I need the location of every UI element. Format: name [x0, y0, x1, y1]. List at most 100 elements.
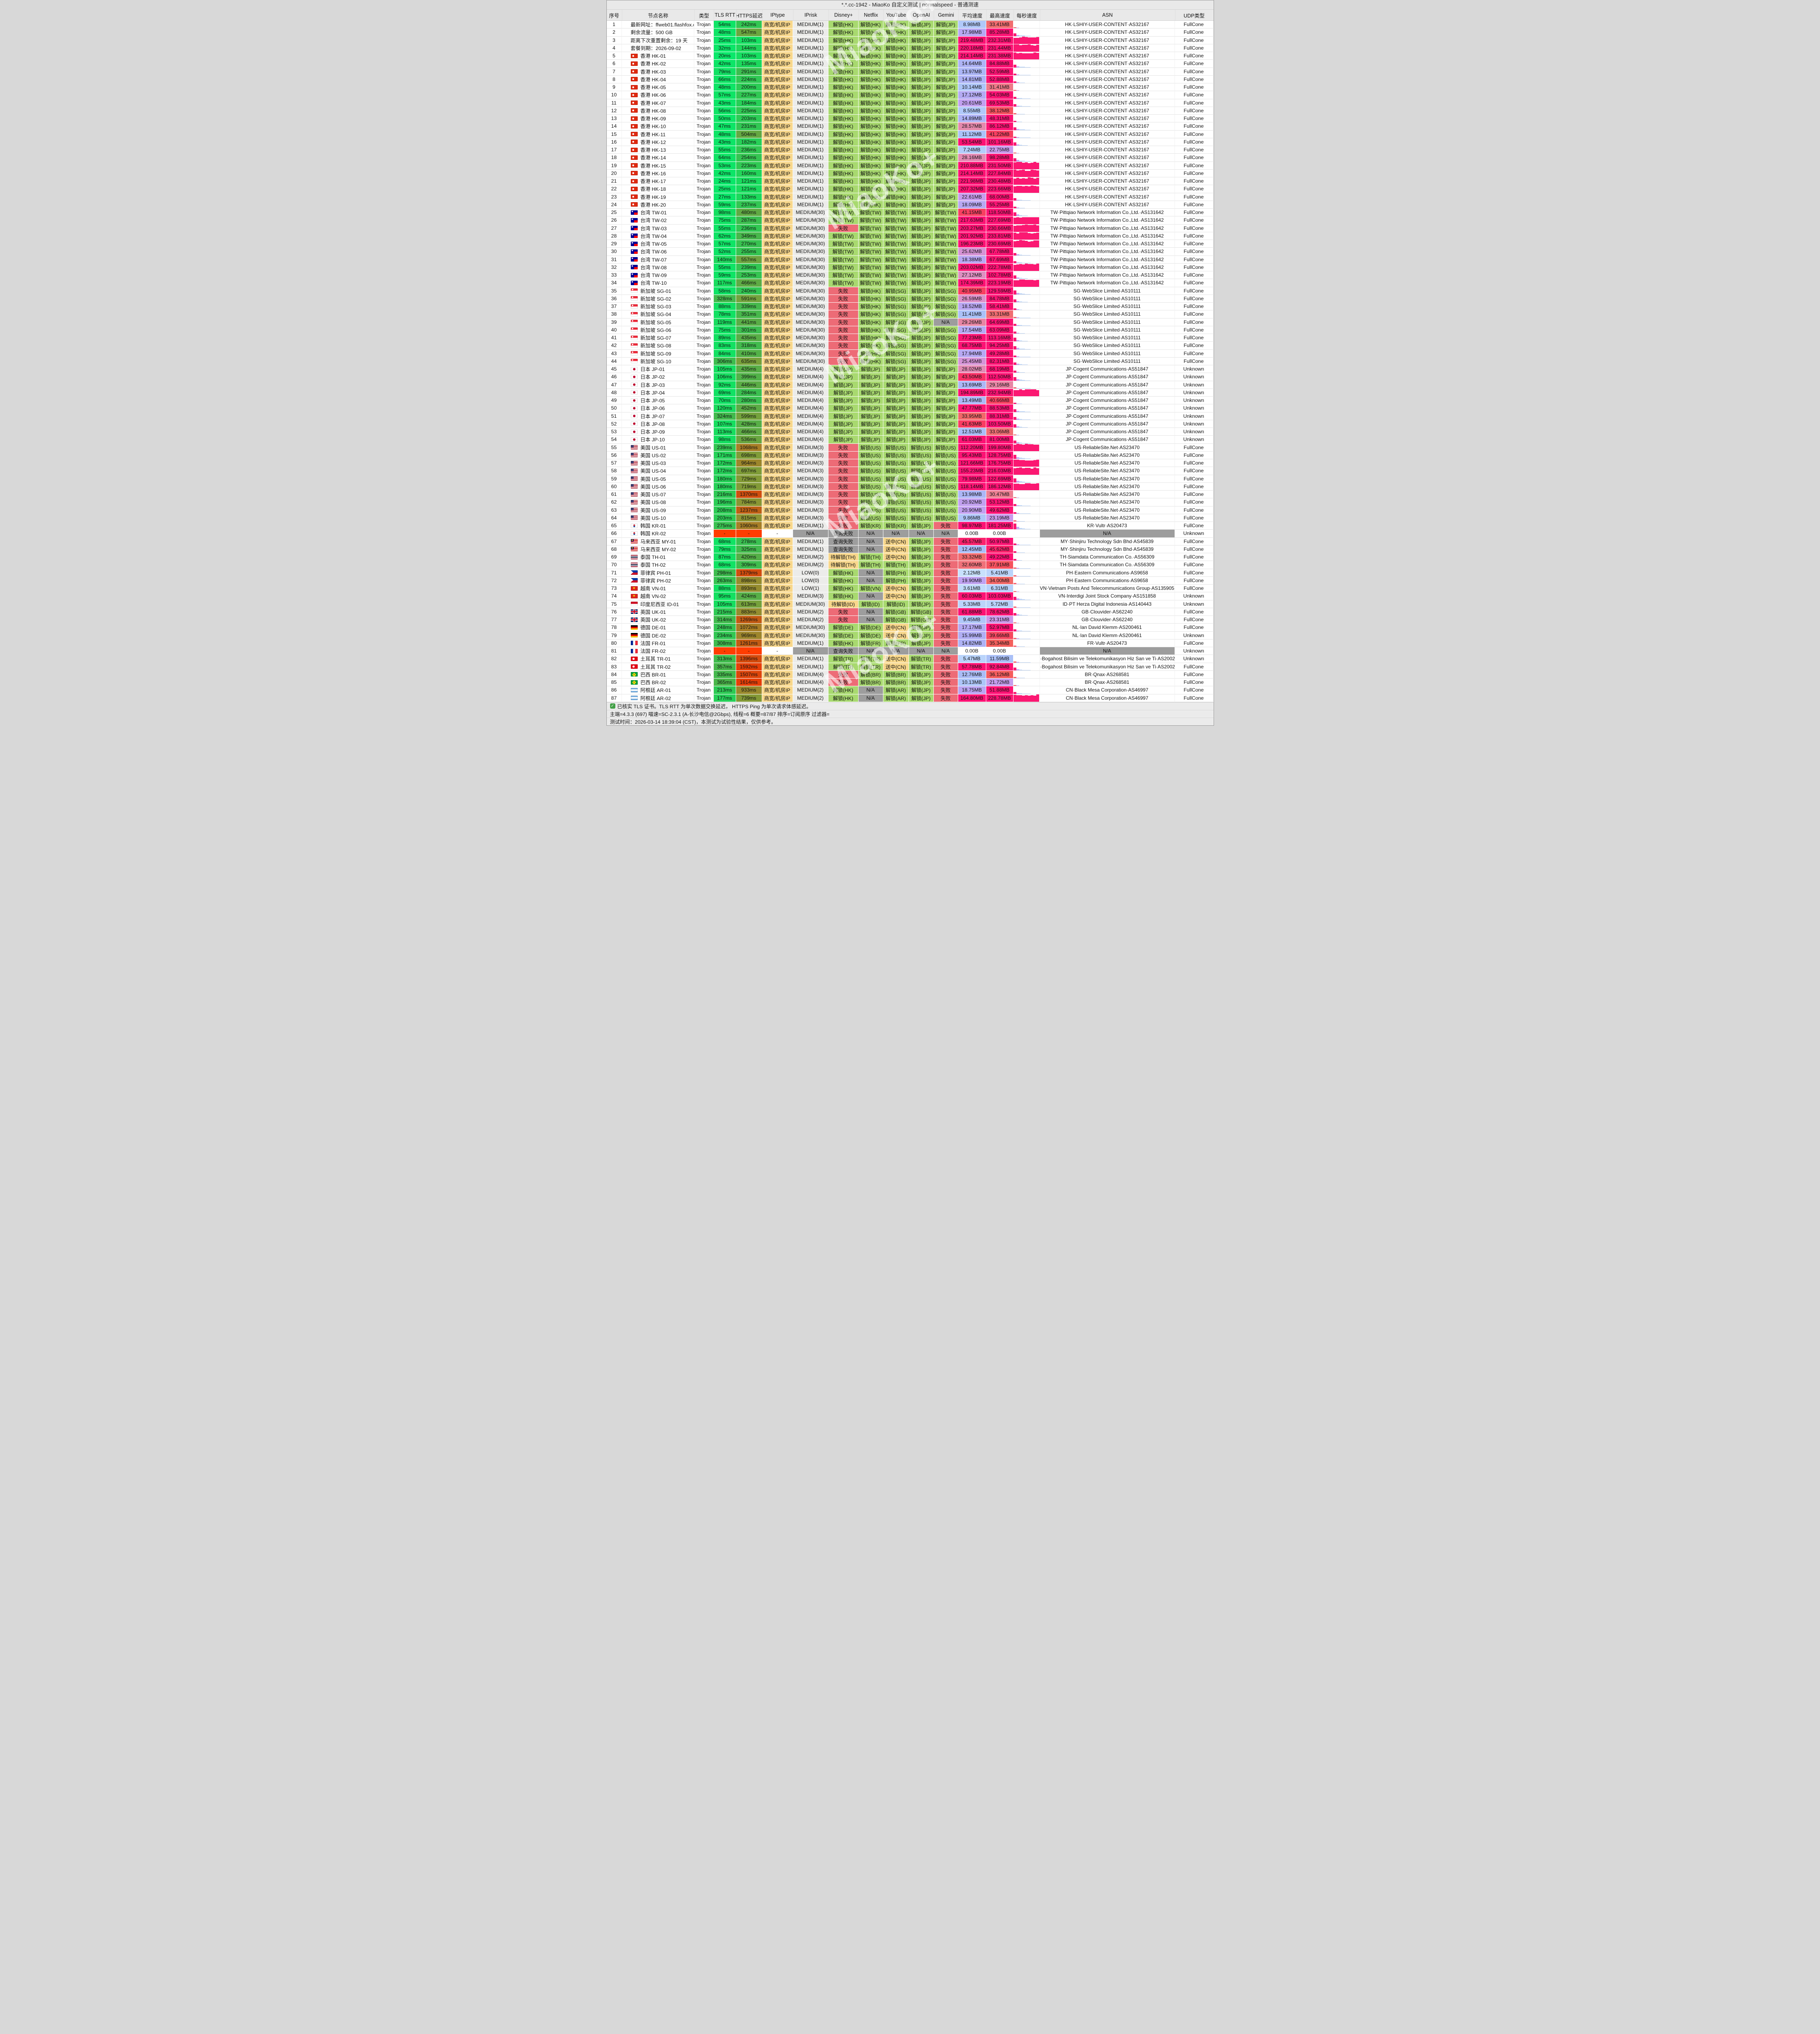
- avg-speed-cell: 12.76MB: [958, 670, 986, 679]
- iprisk-cell: MEDIUM(3): [793, 498, 828, 506]
- netflix-status-cell: 解锁(HK): [858, 99, 883, 107]
- gemini-status-cell: 解锁(JP): [933, 52, 958, 60]
- https-delay-cell: 121ms: [736, 185, 762, 193]
- gemini-status-cell: 失败: [933, 585, 958, 593]
- flag-my-icon: [630, 539, 638, 544]
- udp-type-cell: FullCone: [1175, 310, 1213, 319]
- max-speed-cell: 98.28MB: [986, 154, 1014, 162]
- sparkline-bars: [1013, 365, 1040, 373]
- sparkline-bars: [1013, 592, 1040, 600]
- avg-speed-cell: 17.98MB: [958, 28, 986, 37]
- https-delay-cell: 784ms: [736, 498, 762, 506]
- asn-cell: HK·LSHIY-USER-CONTENT·AS32167: [1040, 177, 1175, 186]
- disney-status-cell: 解锁(TW): [828, 240, 859, 248]
- sparkline-bars: [1013, 397, 1040, 404]
- iprisk-cell: MEDIUM(2): [793, 694, 828, 702]
- protocol-type: Trojan: [694, 146, 714, 154]
- https-delay-cell: 1379ms: [736, 569, 762, 577]
- avg-speed-cell: 7.24MB: [958, 146, 986, 154]
- openai-status-cell: 解锁(JP): [909, 624, 934, 632]
- row-index: 63: [606, 506, 622, 514]
- openai-status-cell: 解锁(JP): [909, 279, 934, 287]
- table-row: 49 日本 JP-05 Trojan 70ms 280ms 商宽/机房IP MEDIUM(4…: [606, 397, 1214, 405]
- iprisk-cell: MEDIUM(30): [793, 209, 828, 217]
- avg-speed-cell: 41.15MB: [958, 209, 986, 217]
- flag-fr-icon: [630, 648, 638, 653]
- avg-speed-cell: 203.02MB: [958, 263, 986, 271]
- tls-rtt-cell: 70ms: [713, 397, 736, 405]
- iptype-cell: 商宽/机房IP: [762, 107, 793, 115]
- disney-status-cell: 失败: [828, 287, 859, 295]
- openai-status-cell: 解锁(JP): [909, 209, 934, 217]
- avg-speed-cell: 14.81MB: [958, 75, 986, 83]
- https-delay-cell: 1592ms: [736, 663, 762, 671]
- per-second-speed-sparkline: [1013, 44, 1040, 52]
- asn-cell: HK·LSHIY-USER-CONTENT·AS32167: [1040, 60, 1175, 68]
- node-name-text: 香港 HK-19: [640, 194, 666, 200]
- node-name-text: 新加坡 SG-03: [640, 304, 671, 310]
- iptype-cell: 商宽/机房IP: [762, 655, 793, 663]
- https-delay-cell: 893ms: [736, 585, 762, 593]
- node-name: 香港 HK-05: [621, 83, 694, 92]
- tls-rtt-cell: 313ms: [713, 655, 736, 663]
- max-speed-cell: 84.78MB: [986, 295, 1014, 303]
- tls-rtt-cell: 56ms: [713, 107, 736, 115]
- iprisk-cell: MEDIUM(1): [793, 154, 828, 162]
- table-row: 54 日本 JP-10 Trojan 98ms 536ms 商宽/机房IP MEDIUM(4…: [606, 436, 1214, 444]
- https-delay-cell: 1261ms: [736, 639, 762, 647]
- max-speed-cell: 52.97MB: [986, 624, 1014, 632]
- asn-cell: NL·Ian David Klemm·AS200461: [1040, 631, 1175, 639]
- protocol-type: Trojan: [694, 522, 714, 530]
- openai-status-cell: 解锁(JP): [909, 303, 934, 311]
- asn-cell: SG·WebSlice Limited·AS10111: [1040, 287, 1175, 295]
- node-name-text: 台湾 TW-03: [640, 225, 667, 231]
- disney-status-cell: 解锁(HK): [828, 115, 859, 123]
- openai-status-cell: 解锁(GB): [909, 616, 934, 624]
- row-index: 69: [606, 553, 622, 561]
- sparkline-bars: [1013, 99, 1040, 107]
- col-header-type: 类型: [694, 10, 714, 20]
- avg-speed-cell: 61.03MB: [958, 436, 986, 444]
- node-name-text: 德国 DE-02: [640, 633, 666, 639]
- avg-speed-cell: 10.14MB: [958, 83, 986, 92]
- flag-fr-icon: [630, 641, 638, 646]
- node-name: 套餐到期：2026-09-02: [621, 44, 694, 52]
- youtube-status-cell: 解锁(HK): [883, 185, 909, 193]
- table-row: 6 香港 HK-02 Trojan 42ms 135ms 商宽/机房IP MEDIUM(1)…: [606, 60, 1214, 68]
- openai-status-cell: 解锁(JP): [909, 576, 934, 585]
- protocol-type: Trojan: [694, 553, 714, 561]
- max-speed-cell: 52.59MB: [986, 68, 1014, 76]
- avg-speed-cell: 14.82MB: [958, 639, 986, 647]
- netflix-status-cell: 解锁(HK): [858, 161, 883, 170]
- sparkline-bars: [1013, 248, 1040, 255]
- openai-status-cell: 解锁(US): [909, 467, 934, 475]
- disney-status-cell: 解锁(HK): [828, 193, 859, 201]
- disney-status-cell: 失败: [828, 295, 859, 303]
- openai-status-cell: 解锁(JP): [909, 537, 934, 546]
- sparkline-bars: [1013, 569, 1040, 576]
- iptype-cell: 商宽/机房IP: [762, 561, 793, 569]
- avg-speed-cell: 214.14MB: [958, 52, 986, 60]
- per-second-speed-sparkline: [1013, 169, 1040, 177]
- table-row: 63 美国 US-09 Trojan 208ms 1237ms 商宽/机房IP MEDIUM…: [606, 506, 1214, 514]
- protocol-type: Trojan: [694, 75, 714, 83]
- disney-status-cell: 失败: [828, 506, 859, 514]
- table-row: 17 香港 HK-13 Trojan 55ms 236ms 商宽/机房IP MEDIUM(1…: [606, 146, 1214, 154]
- gemini-status-cell: 解锁(US): [933, 475, 958, 483]
- asn-cell: US·ReliableSite.Net·AS23470: [1040, 459, 1175, 467]
- asn-cell: TH·Siamdata Communication Co.·AS56309: [1040, 561, 1175, 569]
- avg-speed-cell: 20.61MB: [958, 99, 986, 107]
- col-header-youtube: YouTube: [883, 10, 909, 20]
- per-second-speed-sparkline: [1013, 514, 1040, 522]
- protocol-type: Trojan: [694, 670, 714, 679]
- node-name-text: 新加坡 SG-01: [640, 288, 671, 294]
- max-speed-cell: 68.00MB: [986, 193, 1014, 201]
- youtube-status-cell: 送中(CN): [883, 545, 909, 553]
- max-speed-cell: 38.12MB: [986, 107, 1014, 115]
- max-speed-cell: 233.81MB: [986, 232, 1014, 240]
- disney-status-cell: 解锁(TW): [828, 216, 859, 225]
- https-delay-cell: 339ms: [736, 303, 762, 311]
- iptype-cell: 商宽/机房IP: [762, 122, 793, 131]
- node-name: 新加坡 SG-01: [621, 287, 694, 295]
- flag-vn-icon: [630, 586, 638, 591]
